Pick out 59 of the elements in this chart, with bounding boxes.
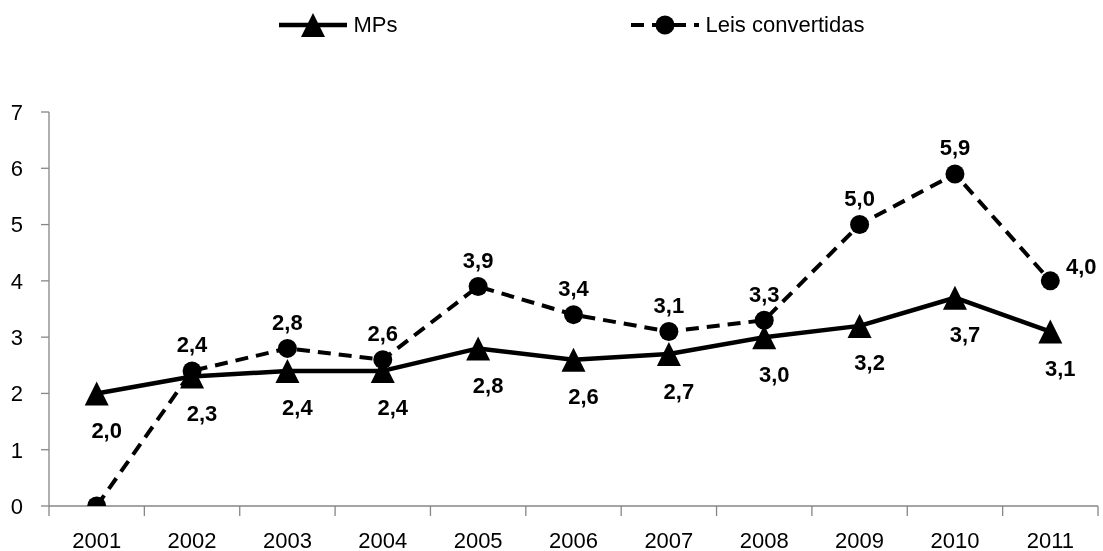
data-label: 3,9 [462,247,494,273]
point [466,336,491,361]
y-tick-label: 2 [10,381,23,407]
y-tick-label: 0 [10,493,23,519]
x-tick-label: 2003 [262,528,312,551]
point [656,342,681,367]
point [561,347,586,372]
data-label: 3,2 [854,350,885,376]
y-tick-label: 3 [10,324,23,350]
data-label: 3,3 [748,281,780,307]
point [373,350,393,370]
point [942,285,967,310]
x-tick-label: 2011 [1026,528,1074,551]
data-label: 2,7 [663,378,695,404]
point [1040,271,1060,291]
y-tick-label: 4 [10,268,23,294]
point [659,322,679,342]
point [564,305,583,325]
data-label: 2,6 [568,384,599,410]
data-label: 2,6 [367,321,399,347]
data-label: 4,0 [1066,254,1097,280]
data-label: 2,4 [176,332,209,358]
data-label: 2,4 [377,395,409,421]
y-tick-label: 5 [10,212,23,238]
point [468,276,488,296]
point [754,310,774,330]
x-tick-label: 2005 [453,528,503,551]
x-tick-label: 2004 [358,528,408,551]
x-tick-label: 2010 [930,528,980,551]
data-label: 5,9 [939,135,971,161]
y-tick-label: 6 [10,156,23,182]
data-label: 5,0 [844,186,875,212]
data-label: 2,4 [282,395,314,421]
x-tick-label: 2008 [739,528,789,551]
point [847,313,872,338]
data-label: 3,7 [949,322,981,348]
point [277,338,297,358]
data-label: 2,0 [91,417,122,443]
data-label: 2,8 [472,372,504,398]
data-label: 2,8 [272,309,303,335]
data-label: 3,1 [1045,356,1076,382]
legend-label: MPs [353,12,398,38]
x-tick-label: 2001 [72,528,122,551]
data-label: 2,3 [186,401,218,427]
x-tick-label: 2006 [549,528,598,551]
point [275,358,300,383]
data-label: 3,0 [758,361,790,387]
y-tick-label: 1 [10,437,23,463]
point [850,215,870,235]
x-tick-label: 2002 [167,528,217,551]
point [84,381,109,406]
legend-label: Leis convertidas [705,12,865,38]
x-tick-label: 2007 [644,528,694,551]
point [945,164,965,184]
x-tick-label: 2009 [835,528,885,551]
point [1038,319,1063,344]
data-label: 3,1 [653,293,685,319]
data-label: 3,4 [558,276,590,302]
y-tick-label: 7 [10,99,23,125]
